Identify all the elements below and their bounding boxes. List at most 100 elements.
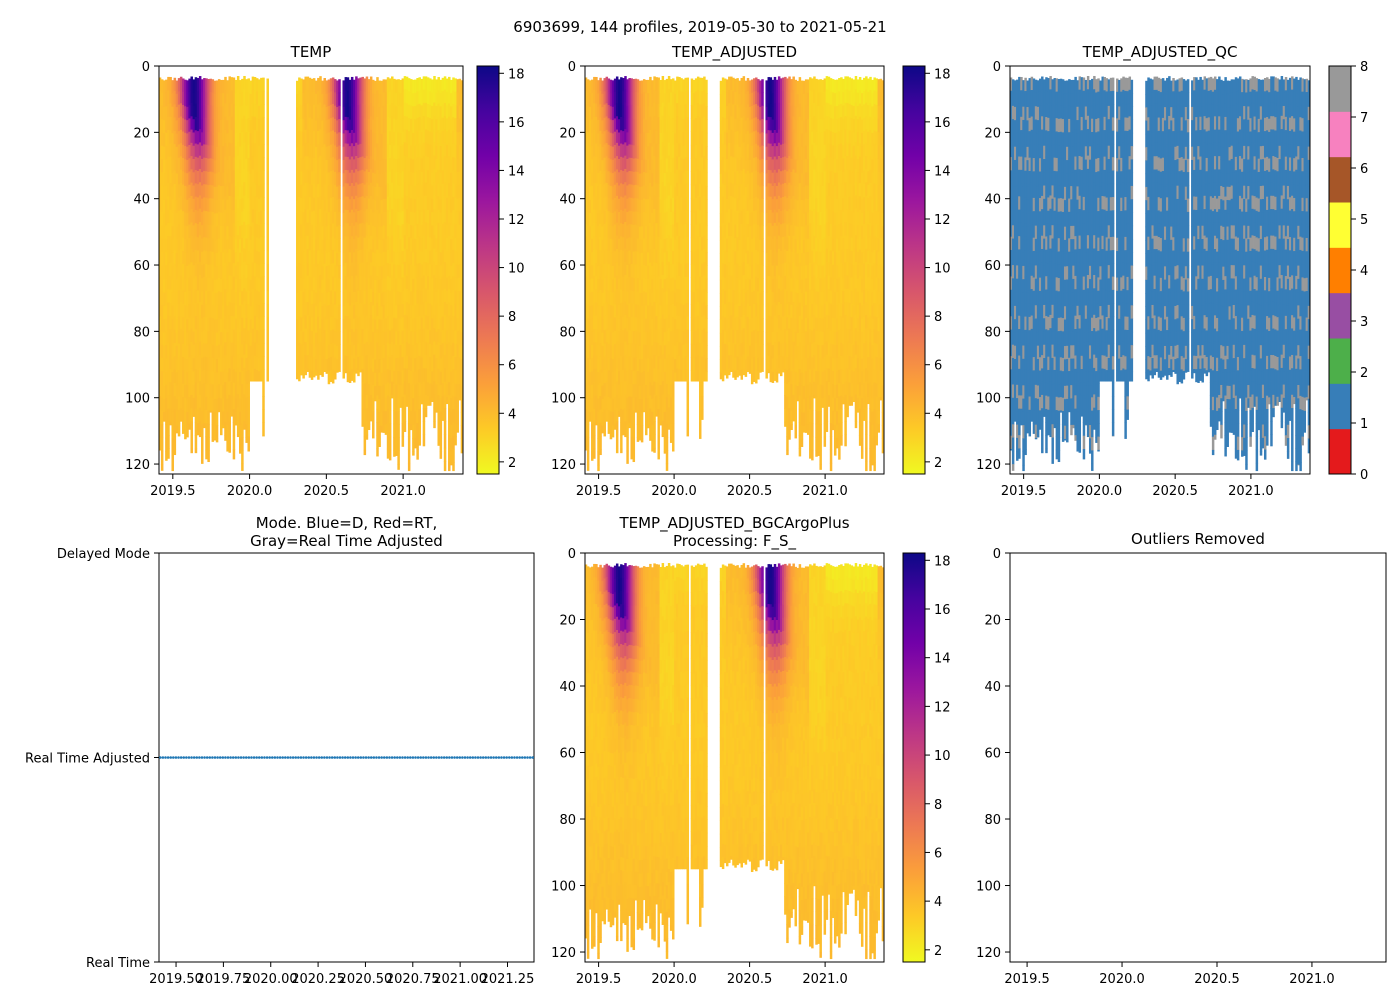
mode-point	[354, 756, 357, 759]
mode-point	[391, 756, 394, 759]
mode-point	[222, 756, 225, 759]
y-tick-label: 120	[551, 946, 576, 961]
mode-point	[518, 756, 521, 759]
colorbar-tick-label: 6	[934, 359, 942, 374]
y-tick-label: 100	[551, 880, 576, 895]
y-tick-label: 100	[976, 392, 1001, 407]
mode-point	[229, 756, 232, 759]
panel-title: TEMP_ADJUSTED_BGCArgoPlus	[618, 514, 849, 533]
mode-point	[253, 756, 256, 759]
x-tick-label: 2019.50	[149, 972, 203, 987]
mode-point	[414, 756, 417, 759]
colorbar-segment	[1329, 202, 1351, 248]
mode-point	[159, 756, 162, 759]
panel-title: TEMP	[290, 43, 332, 61]
x-tick-label: 2019.75	[197, 972, 251, 987]
mode-point	[245, 756, 248, 759]
mode-point	[352, 756, 355, 759]
colorbar-tick-label: 8	[934, 310, 942, 325]
mode-point	[469, 756, 472, 759]
mode-point	[235, 756, 238, 759]
mode-point	[380, 756, 383, 759]
mode-point	[435, 756, 438, 759]
mode-point	[281, 756, 284, 759]
y-tick-label: 100	[125, 392, 150, 407]
mode-point	[529, 756, 532, 759]
colorbar-tick-label: 18	[934, 554, 951, 569]
mode-point	[323, 756, 326, 759]
heatmap-cells	[585, 563, 884, 959]
colorbar-tick-label: 2	[508, 456, 516, 471]
mode-point	[307, 756, 310, 759]
mode-point	[266, 756, 269, 759]
y-category-label: Delayed Mode	[57, 547, 150, 562]
mode-point	[349, 756, 352, 759]
mode-point	[263, 756, 266, 759]
x-tick-label: 2020.75	[386, 972, 440, 987]
x-tick-label: 2021.0	[802, 972, 848, 987]
y-tick-label: 20	[984, 126, 1001, 141]
y-tick-label: 20	[984, 614, 1001, 629]
y-tick-label: 120	[551, 458, 576, 473]
x-tick-label: 2021.00	[433, 972, 487, 987]
mode-point	[505, 756, 508, 759]
mode-point	[347, 756, 350, 759]
mode-point	[313, 756, 316, 759]
mode-point	[315, 756, 318, 759]
mode-point	[399, 756, 402, 759]
colorbar-segment	[1329, 338, 1351, 384]
mode-point	[224, 756, 227, 759]
mode-point	[320, 756, 323, 759]
mode-point	[172, 756, 175, 759]
mode-point	[219, 756, 222, 759]
colorbar-segment	[1329, 293, 1351, 339]
mode-point	[365, 756, 368, 759]
panel-title: Mode. Blue=D, Red=RT,	[256, 514, 438, 532]
mode-point	[513, 756, 516, 759]
mode-point	[419, 756, 422, 759]
mode-point	[393, 756, 396, 759]
mode-point	[412, 756, 415, 759]
mode-point	[378, 756, 381, 759]
colorbar-tick-label: 4	[934, 407, 942, 422]
panel-title: TEMP_ADJUSTED	[671, 43, 797, 62]
colorbar-tick-label: 16	[508, 116, 525, 131]
mode-point	[300, 756, 303, 759]
mode-point	[339, 756, 342, 759]
mode-point	[490, 756, 493, 759]
heatmap-cells	[585, 76, 884, 471]
mode-point	[341, 756, 344, 759]
mode-point	[182, 756, 185, 759]
mode-point	[485, 756, 488, 759]
mode-point	[401, 756, 404, 759]
mode-point	[396, 756, 399, 759]
colorbar-tick-label: 4	[1360, 264, 1368, 279]
mode-point	[188, 756, 191, 759]
mode-point	[250, 756, 253, 759]
panel-title: Outliers Removed	[1131, 530, 1265, 548]
mode-point	[453, 756, 456, 759]
y-tick-label: 20	[133, 126, 150, 141]
x-tick-label: 2021.0	[380, 484, 426, 499]
colorbar-tick-label: 10	[934, 262, 951, 277]
colorbar-tick-label: 14	[934, 164, 951, 179]
x-tick-label: 2020.5	[1194, 972, 1240, 987]
y-tick-label: 80	[559, 325, 576, 340]
mode-point	[331, 756, 334, 759]
x-tick-label: 2019.5	[576, 484, 622, 499]
mode-point	[164, 756, 167, 759]
mode-point	[443, 756, 446, 759]
panel-title: Processing: F_S_	[673, 532, 797, 551]
y-tick-label: 120	[976, 458, 1001, 473]
mode-point	[477, 756, 480, 759]
mode-point	[388, 756, 391, 759]
mode-point	[383, 756, 386, 759]
mode-point	[425, 756, 428, 759]
mode-point	[511, 756, 514, 759]
y-tick-label: 0	[568, 60, 576, 75]
mode-point	[375, 756, 378, 759]
mode-point	[492, 756, 495, 759]
